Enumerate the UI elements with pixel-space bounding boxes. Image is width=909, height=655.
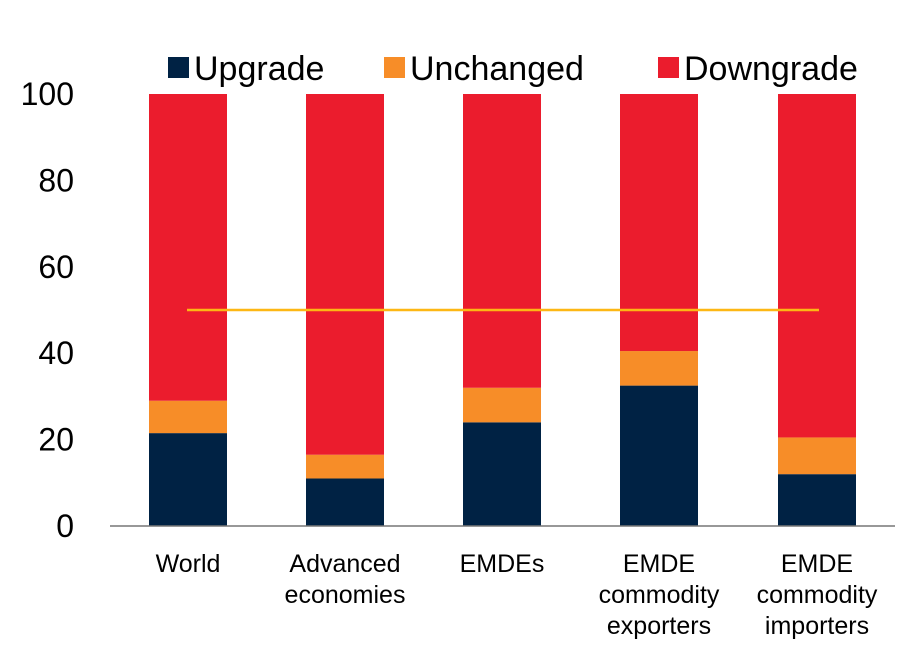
legend-label-upgrade: Upgrade xyxy=(194,50,324,88)
y-tick-label-80: 80 xyxy=(38,162,74,198)
legend-label-unchanged: Unchanged xyxy=(410,50,584,88)
bars xyxy=(149,94,856,526)
legend: Upgrade Unchanged Downgrade xyxy=(168,50,858,88)
bar-emde-commodity-exporters-upgrade xyxy=(620,385,698,526)
y-tick-label-20: 20 xyxy=(38,422,74,458)
y-axis: 0 20 40 60 80 100 xyxy=(21,76,74,544)
legend-label-downgrade: Downgrade xyxy=(684,50,858,88)
legend-item-upgrade: Upgrade xyxy=(168,50,324,88)
bar-advanced-economies-upgrade xyxy=(306,478,384,526)
x-tick-label-emde-commodity-importers: EMDE commodity importers xyxy=(757,550,878,640)
legend-swatch-upgrade xyxy=(168,57,189,78)
y-tick-label-60: 60 xyxy=(38,249,74,285)
bar-world-downgrade xyxy=(149,94,227,401)
x-axis: World Advanced economies EMDEs EMDE commodity… xyxy=(110,525,895,640)
bar-emdes-unchanged xyxy=(463,387,541,423)
bar-emde-commodity-importers-upgrade xyxy=(778,474,856,526)
x-tick-label-emdes: EMDEs xyxy=(460,550,545,578)
bar-world-upgrade xyxy=(149,433,227,526)
x-tick-label-world: World xyxy=(156,550,221,578)
bar-emde-commodity-importers-unchanged xyxy=(778,437,856,475)
legend-item-unchanged: Unchanged xyxy=(384,50,584,88)
y-tick-label-100: 100 xyxy=(21,76,74,112)
bar-advanced-economies-unchanged xyxy=(306,454,384,479)
bar-emde-commodity-exporters-unchanged xyxy=(620,351,698,386)
bar-emde-commodity-importers-downgrade xyxy=(778,94,856,438)
bar-emdes-downgrade xyxy=(463,94,541,388)
legend-swatch-downgrade xyxy=(658,57,679,78)
legend-swatch-unchanged xyxy=(384,57,405,78)
bar-emdes-upgrade xyxy=(463,422,541,526)
x-tick-label-emde-commodity-exporters: EMDE commodity exporters xyxy=(599,550,720,640)
bar-advanced-economies-downgrade xyxy=(306,94,384,455)
legend-item-downgrade: Downgrade xyxy=(658,50,858,88)
x-tick-label-advanced-economies: Advanced economies xyxy=(285,550,406,609)
y-tick-label-40: 40 xyxy=(38,335,74,371)
bar-emde-commodity-exporters-downgrade xyxy=(620,94,698,352)
bar-world-unchanged xyxy=(149,400,227,434)
y-tick-label-0: 0 xyxy=(56,508,74,544)
